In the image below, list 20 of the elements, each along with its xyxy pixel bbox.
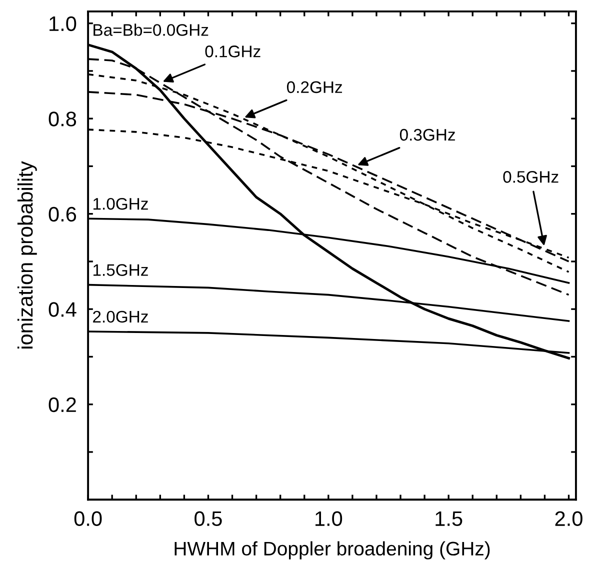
y-tick-label: 1.0 <box>50 16 76 32</box>
annotation: 2.0GHz <box>93 310 148 323</box>
x-tick-label: 1.0 <box>316 511 342 526</box>
annotation: 0.1GHz <box>205 46 260 58</box>
annotation: 0.2GHz <box>286 81 342 94</box>
annotation: 0.5GHz <box>503 171 558 183</box>
x-axis-title: HWHM of Doppler broadening (GHz) <box>174 541 490 560</box>
annotation: 1.5GHz <box>93 264 148 276</box>
y-tick-label: 0.4 <box>48 302 76 317</box>
x-tick-label: 0.0 <box>74 511 102 526</box>
x-tick-label: 1.5 <box>436 512 462 526</box>
annotation: 0.3GHz <box>400 128 455 141</box>
y-tick-label: 0.2 <box>48 397 76 412</box>
annotation: Ba=Bb=0.0GHz <box>94 24 208 36</box>
y-axis-title: ionization probability <box>17 161 37 349</box>
x-tick-label: 2.0 <box>555 511 582 526</box>
y-tick-label: 0.6 <box>48 206 76 222</box>
annotation: 1.0GHz <box>93 198 148 210</box>
y-tick-label: 0.8 <box>48 112 76 126</box>
x-tick-label: 0.5 <box>194 511 222 526</box>
